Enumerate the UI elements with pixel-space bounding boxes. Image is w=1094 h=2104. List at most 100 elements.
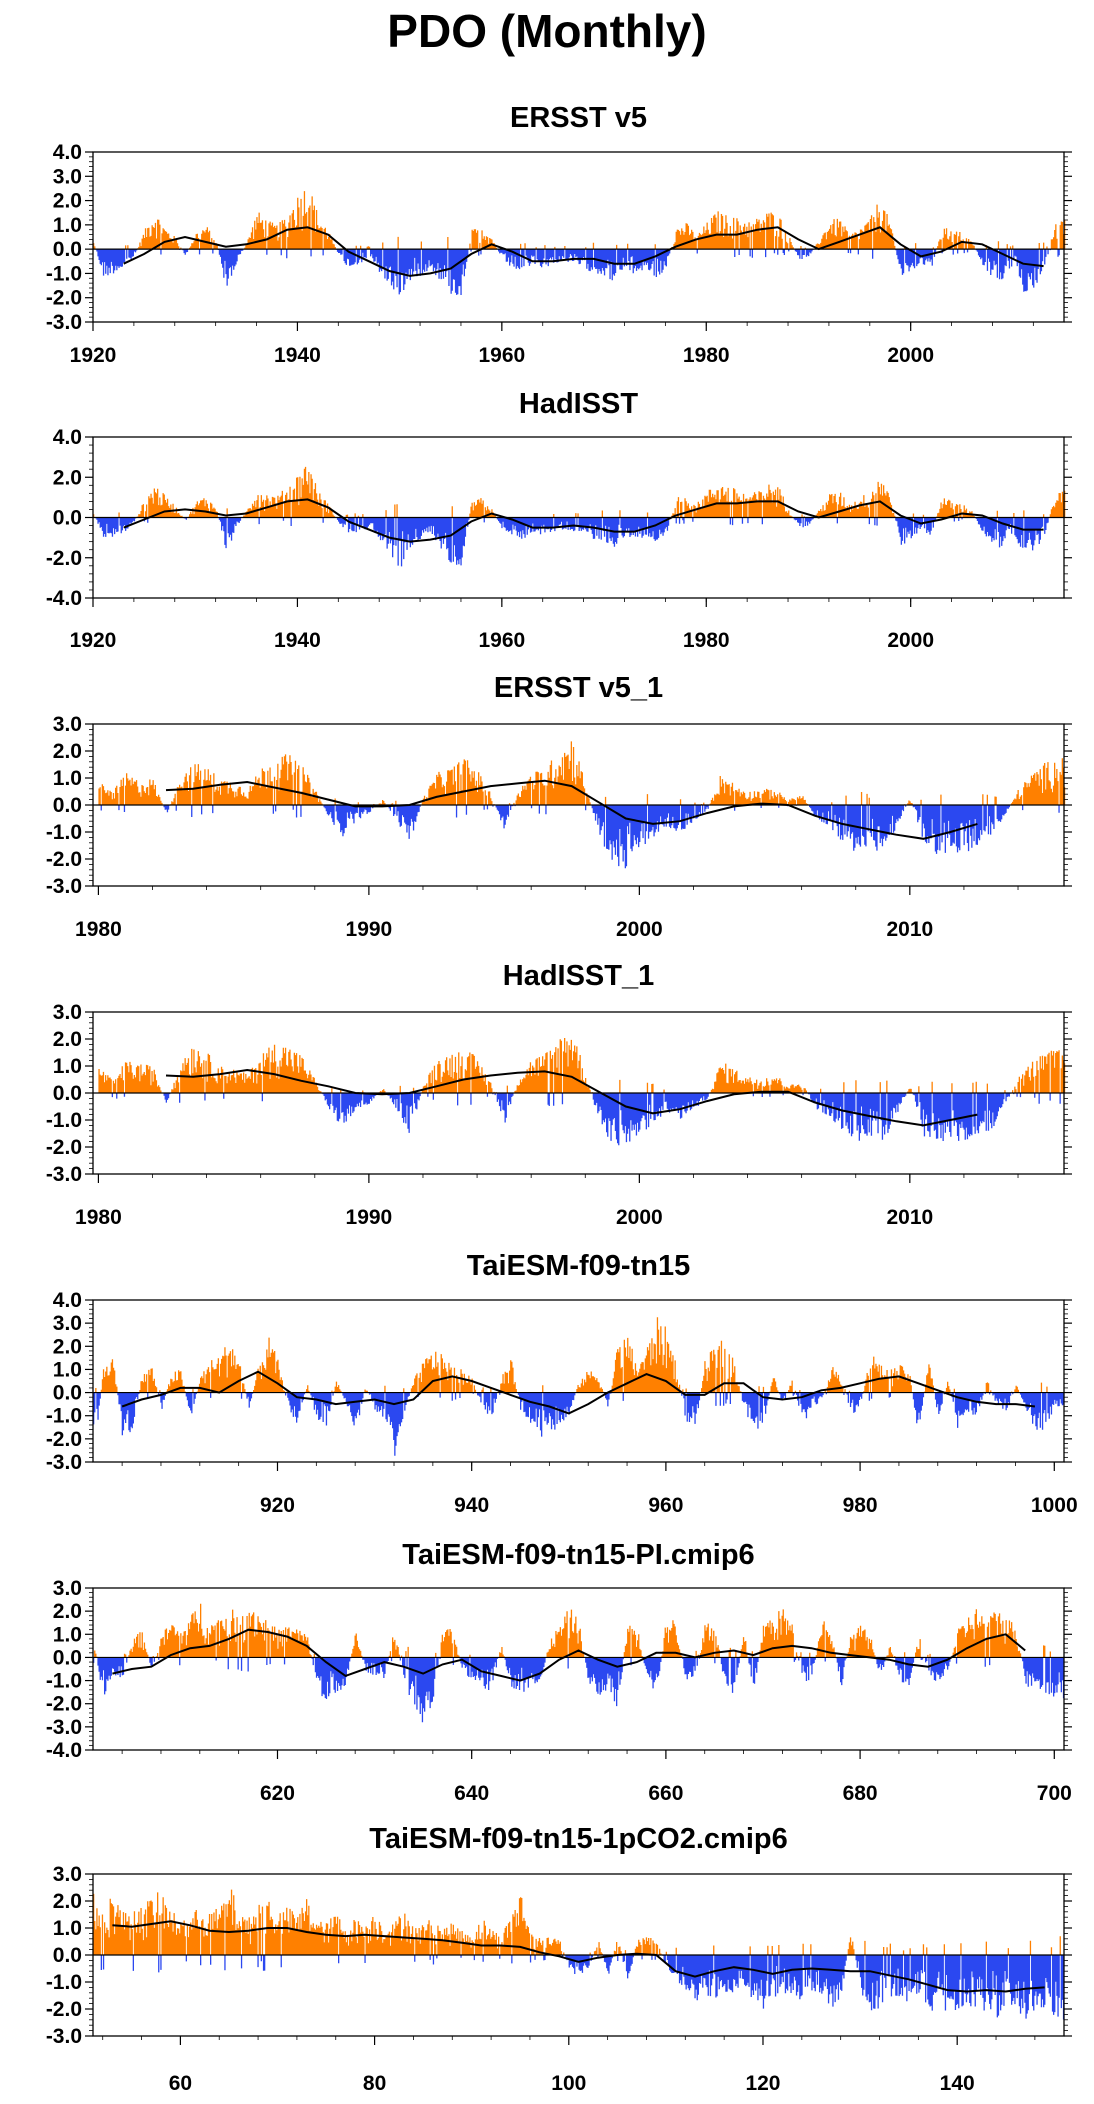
y-tick-label: -3.0 [46, 1716, 82, 1739]
y-tick-label: 0.0 [53, 238, 82, 261]
x-tick-label: 680 [843, 1782, 878, 1805]
y-tick-label: 3.0 [53, 1863, 82, 1886]
x-tick-label: 100 [551, 2072, 586, 2095]
negative-bars [93, 1657, 1065, 1723]
y-tick-label: -1.0 [46, 262, 82, 285]
smoothed-line [123, 226, 1044, 277]
x-tick-label: 2000 [616, 1206, 663, 1229]
x-tick-label: 2000 [616, 918, 663, 941]
x-tick-label: 1990 [346, 918, 393, 941]
y-tick-label: 2.0 [53, 190, 82, 213]
x-tick-label: 1990 [346, 1206, 393, 1229]
negative-bars [111, 1093, 1061, 1146]
y-tick-label: -3.0 [46, 311, 82, 334]
x-tick-label: 980 [843, 1494, 878, 1517]
x-tick-label: 940 [454, 1494, 489, 1517]
y-tick-label: 2.0 [53, 1335, 82, 1358]
y-tick-label: 4.0 [53, 141, 82, 164]
y-tick-label: 1.0 [53, 1055, 82, 1078]
x-tick-label: 920 [260, 1494, 295, 1517]
x-tick-label: 1980 [683, 344, 730, 367]
chart-panel-2: HadISST 4.0 2.0 0.0 -2.0 -4.0 1920 1940 1960 1980… [46, 388, 1072, 652]
positive-bars [93, 191, 1066, 250]
x-tick-label: 620 [260, 1782, 295, 1805]
x-tick-label: 1980 [683, 629, 730, 652]
chart-panel-1: ERSST v5 4.03.02.01.00.0-1.0-2.0-3.0 1920 1… [46, 102, 1072, 367]
chart-panel-4: HadISST_1 3.0 2.0 1.0 0.0 -1.0 -2.0 -3.0 1980 199… [46, 960, 1072, 1229]
x-tick-label: 2000 [887, 344, 934, 367]
chart-panel-3: ERSST v5_1 3.0 2.0 1.0 0.0 -1.0 -2.0 -3.0 1980 19… [46, 672, 1072, 941]
monthly-bars [98, 1038, 1066, 1146]
y-tick-label: 4.0 [53, 1289, 82, 1312]
plot-frame [92, 1299, 1065, 1463]
x-tick-label: 1000 [1031, 1494, 1078, 1517]
y-tick-label: 1.0 [53, 1358, 82, 1381]
x-tick-label: 1960 [478, 344, 525, 367]
y-tick-label: 3.0 [53, 165, 82, 188]
x-tick-label: 1940 [274, 344, 321, 367]
y-tick-label: -1.0 [46, 1971, 82, 1994]
x-tick-label: 140 [940, 2072, 975, 2095]
x-tick-label: 2010 [886, 1206, 933, 1229]
y-tick-label: 2.0 [53, 740, 82, 763]
negative-bars [100, 805, 1060, 869]
x-tick-label: 1920 [70, 344, 117, 367]
y-tick-label: -1.0 [46, 1109, 82, 1132]
chart-panel-7: TaiESM-f09-tn15-1pCO2.cmip6 3.0 2.0 1.0 0.0 -… [46, 1823, 1072, 2095]
positive-bars [98, 741, 1066, 805]
x-tick-label: 700 [1037, 1782, 1072, 1805]
x-tick-label: 80 [363, 2072, 386, 2095]
y-tick-label: 3.0 [53, 1001, 82, 1024]
y-tick-label: -2.0 [46, 1136, 82, 1159]
x-tick-label: 660 [648, 1782, 683, 1805]
x-tick-label: 960 [648, 1494, 683, 1517]
smoothed-line [123, 498, 1044, 543]
y-tick-label: 1.0 [53, 767, 82, 790]
monthly-bars [93, 1603, 1065, 1723]
y-tick-label: -1.0 [46, 1405, 82, 1428]
y-tick-label: 1.0 [53, 1917, 82, 1940]
y-tick-label: 0.0 [53, 1944, 82, 1967]
y-tick-label: -1.0 [46, 821, 82, 844]
y-tick-label: -4.0 [46, 1739, 82, 1762]
y-tick-label: 2.0 [53, 466, 82, 489]
x-tick-label: 1960 [478, 629, 525, 652]
y-tick-label: -2.0 [46, 1998, 82, 2021]
chart-panel-6: TaiESM-f09-tn15-PI.cmip6 3.02.01.00.0-1.0… [46, 1539, 1072, 1805]
negative-bars [95, 517, 1050, 567]
x-tick-label: 60 [169, 2072, 192, 2095]
panel-title: ERSST v5 [510, 102, 647, 134]
monthly-bars [93, 1317, 1065, 1456]
y-tick-label: -3.0 [46, 1451, 82, 1474]
y-tick-label: 0.0 [53, 1382, 82, 1405]
positive-bars [93, 1889, 1061, 1955]
y-tick-label: -2.0 [46, 848, 82, 871]
panel-title: TaiESM-f09-tn15-1pCO2.cmip6 [369, 1823, 787, 1855]
y-tick-label: -3.0 [46, 2025, 82, 2048]
positive-bars [94, 1603, 1052, 1658]
y-tick-label: -3.0 [46, 1163, 82, 1186]
y-tick-label: 1.0 [53, 1623, 82, 1646]
x-tick-label: 640 [454, 1782, 489, 1805]
y-tick-label: -3.0 [46, 875, 82, 898]
plot-frame [92, 1587, 1065, 1751]
monthly-bars [93, 1889, 1065, 2020]
monthly-bars [98, 741, 1066, 869]
y-tick-label: 3.0 [53, 1312, 82, 1335]
y-tick-label: 0.0 [53, 794, 82, 817]
y-tick-label: -2.0 [46, 1693, 82, 1716]
positive-bars [98, 1038, 1066, 1093]
y-tick-label: 0.0 [53, 1646, 82, 1669]
x-tick-label: 2010 [886, 918, 933, 941]
x-tick-label: 1920 [70, 629, 117, 652]
smoothed-line [165, 779, 978, 840]
plot-frame [92, 151, 1065, 323]
panel-title: ERSST v5_1 [494, 672, 663, 704]
y-tick-label: -1.0 [46, 1670, 82, 1693]
panel-title: HadISST [519, 388, 639, 420]
y-tick-label: -2.0 [46, 287, 82, 310]
y-tick-label: 2.0 [53, 1600, 82, 1623]
y-tick-label: 0.0 [53, 1082, 82, 1105]
chart-panel-5: TaiESM-f09-tn15 4.03.02.01.00.0-1.0-2.0-3… [46, 1250, 1078, 1517]
